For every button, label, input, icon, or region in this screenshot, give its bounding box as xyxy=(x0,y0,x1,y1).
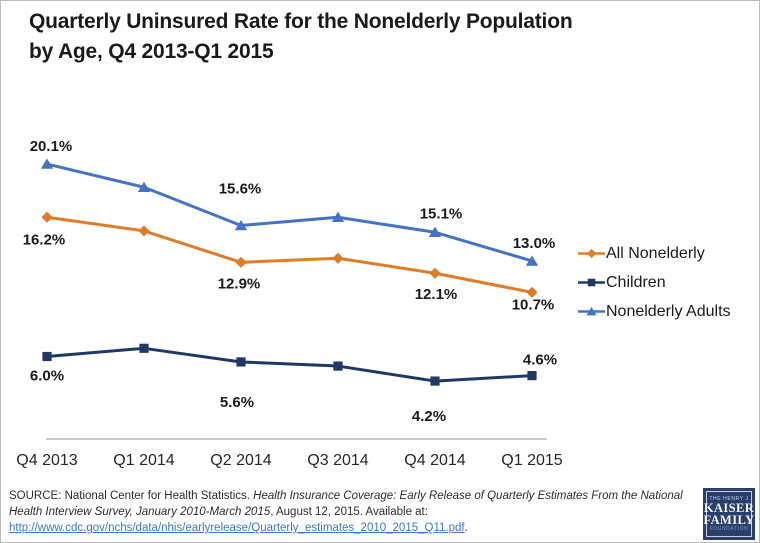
triangle-marker-icon xyxy=(234,219,248,231)
square-marker-icon xyxy=(333,361,343,371)
diamond-marker-icon xyxy=(235,256,247,268)
legend-label: Children xyxy=(606,273,666,291)
triangle-marker-icon xyxy=(428,226,442,238)
triangle-marker-icon xyxy=(525,255,539,266)
square-marker-icon xyxy=(236,357,246,367)
square-marker-icon xyxy=(42,351,52,362)
square-marker-icon xyxy=(578,276,605,289)
triangle-marker-icon xyxy=(137,181,151,192)
source-line3: http://www.cdc.gov/nchs/data/nhis/earlyr… xyxy=(9,520,695,536)
source-line2: Health Interview Survey, January 2010-Ma… xyxy=(9,504,695,520)
chart-title-line2: by Age, Q4 2013-Q1 2015 xyxy=(29,40,274,63)
data-label-nonelderly-adults: 15.6% xyxy=(219,180,262,197)
source-link[interactable]: http://www.cdc.gov/nchs/data/nhis/earlyr… xyxy=(9,522,465,534)
data-label-children: 4.2% xyxy=(412,408,446,425)
data-label-all-nonelderly: 12.1% xyxy=(415,286,458,303)
triangle-marker-icon xyxy=(331,211,345,223)
x-tick-label: Q4 2014 xyxy=(404,452,465,469)
data-label-children: 6.0% xyxy=(30,368,64,385)
square-marker-icon xyxy=(587,278,596,287)
square-marker-icon xyxy=(430,376,440,386)
source-text: , August 12, 2015. Available at: xyxy=(270,506,428,518)
triangle-marker-icon xyxy=(586,306,597,316)
series-line-nonelderly-adults xyxy=(46,162,533,263)
source-text: SOURCE: National Center for Health Stati… xyxy=(9,490,254,502)
data-label-children: 5.6% xyxy=(220,394,254,411)
series-line-children xyxy=(46,346,533,383)
diamond-marker-icon xyxy=(41,211,53,223)
x-tick-label: Q3 2014 xyxy=(307,452,368,469)
chart-legend: All Nonelderly Children Nonelderly Adult… xyxy=(578,239,731,326)
diamond-marker-icon xyxy=(578,247,605,260)
data-label-children: 4.6% xyxy=(523,352,557,369)
source-citation-italic: Health Interview Survey, January 2010-Ma… xyxy=(9,506,271,518)
line-chart: Q4 2013 Q1 2014 Q2 2014 Q3 2014 Q4 2014 Q1 20… xyxy=(16,138,562,469)
data-label-all-nonelderly: 12.9% xyxy=(218,275,261,292)
legend-item-children: Children xyxy=(578,268,731,297)
square-marker-icon xyxy=(527,371,537,381)
data-label-all-nonelderly: 10.7% xyxy=(512,296,555,313)
square-marker-icon xyxy=(139,343,149,353)
diamond-marker-icon xyxy=(586,248,597,259)
legend-label: All Nonelderly xyxy=(606,244,705,262)
legend-item-nonelderly-adults: Nonelderly Adults xyxy=(578,297,731,326)
x-tick-label: Q1 2014 xyxy=(113,452,174,469)
source-citation-italic: Health Insurance Coverage: Early Release… xyxy=(253,490,683,502)
diamond-marker-icon xyxy=(138,225,150,237)
x-tick-label: Q1 2015 xyxy=(501,452,562,469)
source-line1: SOURCE: National Center for Health Stati… xyxy=(9,488,695,504)
data-label-nonelderly-adults: 15.1% xyxy=(420,205,463,222)
diamond-marker-icon xyxy=(429,267,441,279)
legend-item-all-nonelderly: All Nonelderly xyxy=(578,239,731,268)
chart-title: Quarterly Uninsured Rate for the Nonelde… xyxy=(29,7,749,67)
source-text: . xyxy=(464,522,468,534)
series-line-all-nonelderly xyxy=(46,215,533,294)
source-note: SOURCE: National Center for Health Stati… xyxy=(9,488,695,536)
triangle-marker-icon xyxy=(40,158,54,169)
data-label-nonelderly-adults: 13.0% xyxy=(513,235,556,252)
logo-text-foundation: FOUNDATION xyxy=(709,526,749,532)
data-label-nonelderly-adults: 20.1% xyxy=(30,138,73,155)
logo-text-family: FAMILY xyxy=(703,513,755,527)
chart-title-line1: Quarterly Uninsured Rate for the Nonelde… xyxy=(29,10,573,33)
triangle-marker-icon xyxy=(578,305,605,318)
data-label-all-nonelderly: 16.2% xyxy=(23,231,66,248)
logo-inner-border: THE HENRY J KAISER FAMILY FOUNDATION xyxy=(703,491,755,537)
x-tick-label: Q2 2014 xyxy=(210,452,271,469)
legend-label: Nonelderly Adults xyxy=(606,302,731,320)
logo-text-top: THE HENRY J xyxy=(709,496,749,502)
logo-text-kaiser: KAISER xyxy=(703,501,755,515)
diamond-marker-icon xyxy=(332,252,344,264)
kaiser-family-foundation-logo: THE HENRY J KAISER FAMILY FOUNDATION xyxy=(703,488,755,540)
x-tick-label: Q4 2013 xyxy=(16,452,77,469)
